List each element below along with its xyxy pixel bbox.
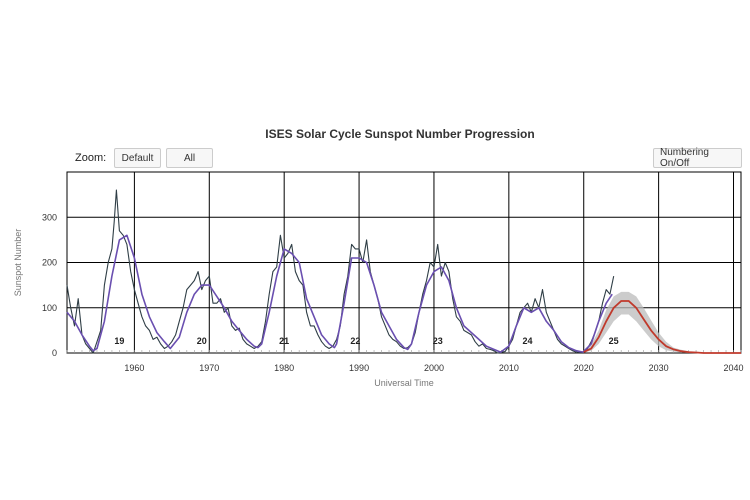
zoom-all-button[interactable]: All <box>166 148 213 168</box>
cycle-label-24: 24 <box>523 336 533 346</box>
x-tick-label: 2010 <box>499 363 519 373</box>
cycle-label-22: 22 <box>350 336 360 346</box>
x-tick-label: 2020 <box>574 363 594 373</box>
x-tick-label: 2030 <box>649 363 669 373</box>
chart-title: ISES Solar Cycle Sunspot Number Progress… <box>265 127 535 141</box>
x-tick-label: 1960 <box>124 363 144 373</box>
x-tick-label: 1990 <box>349 363 369 373</box>
cycle-label-25: 25 <box>609 336 619 346</box>
predicted-sunspot-line <box>583 300 741 354</box>
numbering-toggle-button[interactable]: Numbering On/Off <box>653 147 742 169</box>
cycle-label-23: 23 <box>433 336 443 346</box>
y-tick-label: 100 <box>42 303 57 313</box>
x-axis-title: Universal Time <box>374 378 434 388</box>
y-tick-label: 300 <box>42 212 57 222</box>
smoothed-sunspot-line <box>66 234 613 353</box>
zoom-label: Zoom: <box>75 152 107 164</box>
cycle-label-20: 20 <box>197 336 207 346</box>
y-tick-label: 0 <box>52 348 57 358</box>
x-tick-label: 2000 <box>424 363 444 373</box>
y-axis-title: Sunspot Number <box>13 229 23 297</box>
cycle-label-19: 19 <box>114 336 124 346</box>
x-tick-label: 1980 <box>274 363 294 373</box>
zoom-default-button[interactable]: Default <box>114 148 161 168</box>
x-tick-label: 1970 <box>199 363 219 373</box>
x-tick-label: 2040 <box>723 363 743 373</box>
cycle-label-21: 21 <box>279 336 289 346</box>
y-tick-label: 200 <box>42 258 57 268</box>
prediction-band <box>583 291 741 353</box>
